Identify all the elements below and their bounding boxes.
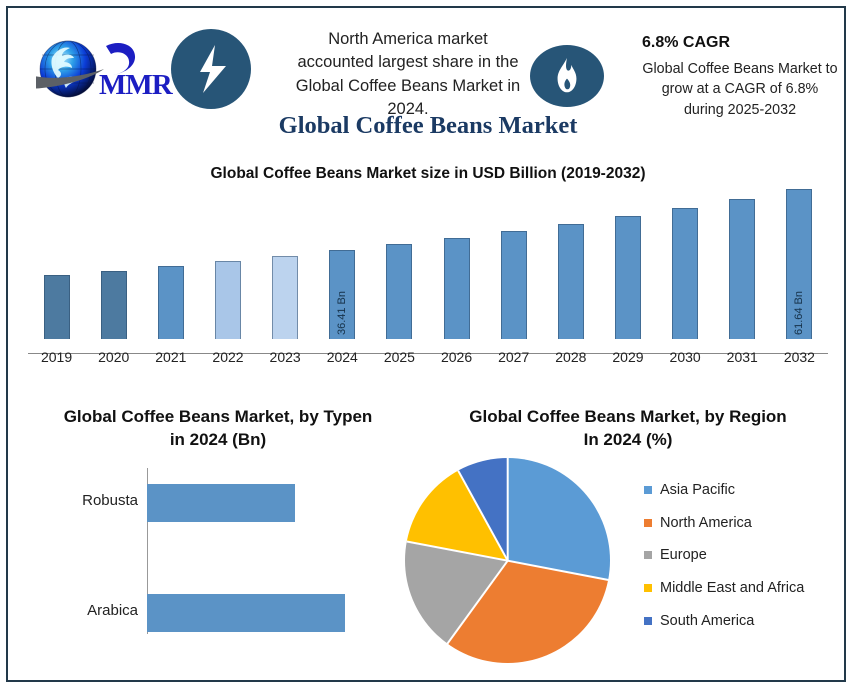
- svg-text:MMR: MMR: [99, 69, 174, 101]
